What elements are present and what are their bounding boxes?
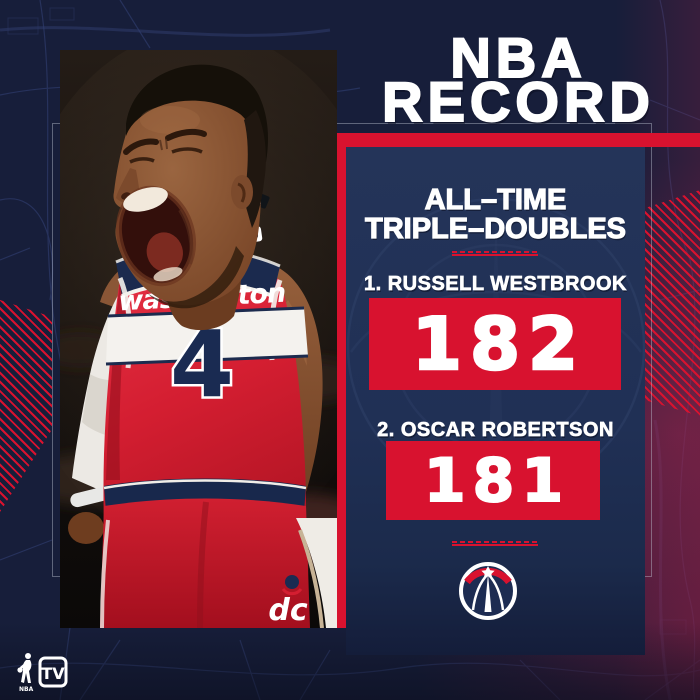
player-photo: GEICO 41 washington 4 (60, 50, 337, 628)
rank-label-1: 1. RUSSELL WESTBROOK (364, 273, 627, 296)
shorts-logo-text: dc (268, 593, 307, 628)
diagonal-stripes-right (645, 190, 700, 416)
value-box-2: 181 (386, 441, 600, 520)
value-box-1: 182 (369, 298, 621, 390)
stats-panel: ALL–TIME TRIPLE–DOUBLES 1. RUSSELL WESTB… (346, 147, 645, 655)
title-line-2: RECORD (381, 70, 655, 133)
player-illustration: GEICO 41 washington 4 (60, 50, 337, 628)
red-vertical-strip (337, 147, 346, 628)
red-divider-bar (337, 133, 700, 147)
stitch-divider-top (452, 251, 538, 256)
wizards-logo (459, 562, 517, 620)
tv-label: TV (41, 664, 65, 683)
nba-wordmark: NBA (19, 686, 34, 693)
nba-player-silhouette-icon (17, 653, 32, 683)
page-title: NBA RECORD (337, 29, 700, 133)
rank-label-2: 2. OSCAR ROBERTSON (377, 419, 614, 442)
player-shorts: dc (100, 478, 337, 628)
value-2: 181 (423, 445, 571, 517)
ear (231, 175, 253, 209)
stitch-divider-bottom (452, 541, 538, 546)
nba-tv-logo: NBA TV (17, 653, 68, 693)
heading-line-1: ALL–TIME (424, 184, 567, 216)
fist-left (68, 512, 104, 544)
value-1: 182 (411, 301, 587, 388)
panel-heading: ALL–TIME TRIPLE–DOUBLES (346, 184, 645, 245)
heading-line-2: TRIPLE–DOUBLES (364, 213, 627, 245)
